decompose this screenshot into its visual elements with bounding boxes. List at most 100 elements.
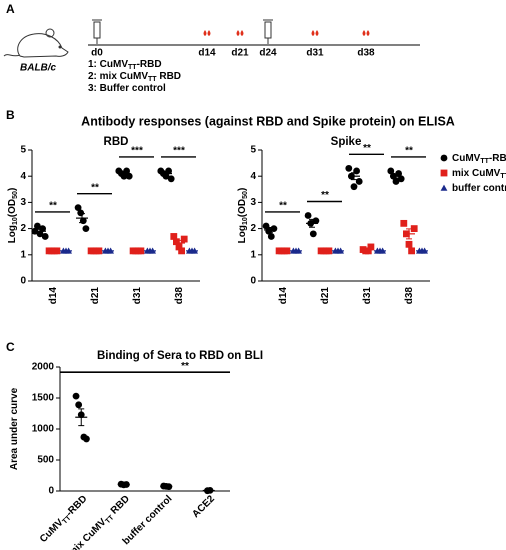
significance-label: ** xyxy=(91,182,99,193)
group-label: 3: Buffer control xyxy=(88,83,166,94)
day-label: d21 xyxy=(231,48,249,59)
y-tick-label: 2 xyxy=(20,223,26,234)
data-point xyxy=(170,233,178,240)
data-point xyxy=(82,225,90,233)
data-point xyxy=(75,401,83,409)
day-label: d38 xyxy=(357,48,375,59)
data-point xyxy=(72,392,80,400)
text-part: 10 xyxy=(242,217,249,225)
legend-marker xyxy=(440,184,448,191)
data-point xyxy=(392,178,400,185)
data-point xyxy=(397,175,405,183)
data-point xyxy=(309,230,317,238)
x-tick-label: d38 xyxy=(404,287,415,305)
text-part: 50 xyxy=(242,191,249,199)
chart-title: RBD xyxy=(104,136,129,148)
data-point xyxy=(175,243,183,251)
chart-title: Binding of Sera to RBD on BLI xyxy=(97,350,263,362)
x-tick-label: d31 xyxy=(362,287,373,305)
day-label: d24 xyxy=(259,48,277,59)
legend-label: buffer control xyxy=(452,183,506,194)
data-point xyxy=(173,238,180,246)
text-part: 3: Buffer control xyxy=(88,83,166,94)
y-tick-label: 5 xyxy=(20,145,26,156)
y-tick-label: 4 xyxy=(250,171,256,182)
error-bar xyxy=(364,248,370,252)
data-point xyxy=(39,225,46,233)
significance-label: ** xyxy=(405,146,413,157)
significance-label: *** xyxy=(131,146,143,157)
text-part: TT xyxy=(105,514,117,526)
data-point xyxy=(405,240,413,248)
y-tick-label: 500 xyxy=(37,455,54,466)
y-tick-label: 2 xyxy=(250,223,256,234)
data-point xyxy=(345,164,353,172)
y-axis-label: Log10(OD50) xyxy=(237,188,250,244)
data-point xyxy=(41,233,49,240)
data-point xyxy=(162,172,170,180)
mouse-icon xyxy=(3,28,69,58)
y-tick-label: 4 xyxy=(20,171,26,182)
panel-label: A xyxy=(6,2,15,16)
text-part: buffer control xyxy=(452,183,506,194)
text-part: -RBD xyxy=(64,493,89,518)
x-tick-label: d14 xyxy=(48,287,59,305)
x-tick-label: d21 xyxy=(320,287,331,305)
error-bar xyxy=(267,227,273,233)
data-point xyxy=(408,247,415,255)
significance-label: ** xyxy=(321,190,329,201)
group-label: 2: mix CuMVTT RBD xyxy=(88,71,181,84)
text-part: d38 xyxy=(404,287,415,305)
mouse-strain: BALB/c xyxy=(20,63,57,74)
data-point xyxy=(77,209,85,217)
significance-label: ** xyxy=(363,143,371,154)
data-point xyxy=(304,212,312,219)
data-point xyxy=(74,204,82,212)
y-tick-label: 1 xyxy=(250,249,256,260)
error-bar xyxy=(37,228,43,234)
y-tick-label: 1000 xyxy=(32,424,55,435)
legend-marker xyxy=(440,169,448,177)
data-point xyxy=(125,172,133,180)
data-point xyxy=(400,219,408,227)
significance-label: ** xyxy=(49,201,57,212)
legend-label: CuMVTT-RBD xyxy=(452,153,506,166)
text-part: TT xyxy=(128,64,137,71)
data-point xyxy=(180,235,188,243)
data-point xyxy=(178,247,185,255)
error-bar xyxy=(176,239,182,247)
y-axis-label: Area under curve xyxy=(9,387,20,470)
text-part: (OD xyxy=(237,199,248,217)
data-point xyxy=(367,243,375,251)
y-tick-label: 0 xyxy=(20,276,26,287)
significance-label: ** xyxy=(181,361,189,372)
error-bar xyxy=(406,228,412,240)
day-label: d14 xyxy=(198,48,216,59)
text-part: TT xyxy=(62,514,74,526)
text-part: d31 xyxy=(362,287,373,305)
y-tick-label: 1500 xyxy=(32,393,55,404)
text-part: Log xyxy=(237,225,248,243)
text-part: ACE2 xyxy=(190,493,217,520)
data-point xyxy=(387,167,395,175)
text-part: Area under curve xyxy=(9,387,20,470)
x-tick-label: d38 xyxy=(174,287,185,305)
legend-marker xyxy=(440,154,448,162)
text-part: -RBD xyxy=(489,153,506,164)
text-part: d21 xyxy=(90,287,101,305)
panel-label: B xyxy=(6,108,15,122)
y-tick-label: 3 xyxy=(250,197,256,208)
y-tick-label: 5 xyxy=(250,145,256,156)
group-label: 1: CuMVTT-RBD xyxy=(88,59,162,72)
text-part: d14 xyxy=(48,287,59,305)
data-point xyxy=(36,230,44,238)
text-part: d14 xyxy=(278,287,289,305)
text-part: 2: mix CuMV xyxy=(88,71,148,82)
y-tick-label: 0 xyxy=(48,486,54,497)
data-point xyxy=(34,222,41,230)
data-point xyxy=(270,225,278,233)
data-point xyxy=(395,170,402,177)
y-tick-label: 0 xyxy=(250,276,256,287)
